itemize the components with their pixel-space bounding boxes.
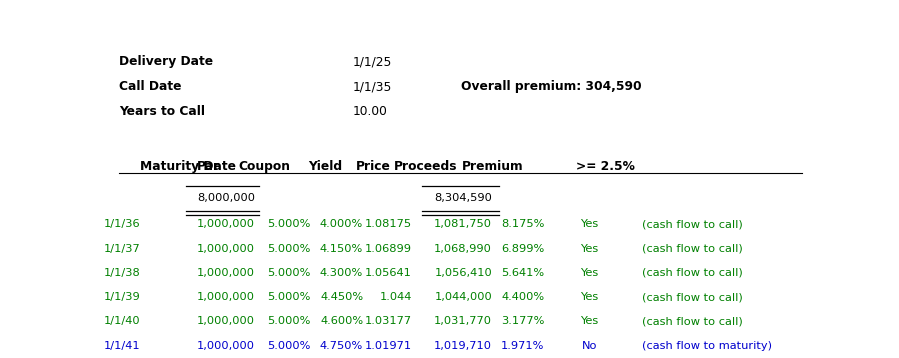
Text: 5.000%: 5.000% bbox=[268, 268, 311, 278]
Text: 1/1/39: 1/1/39 bbox=[103, 292, 140, 302]
Text: 4.750%: 4.750% bbox=[320, 341, 363, 351]
Text: 1,019,710: 1,019,710 bbox=[434, 341, 492, 351]
Text: 4.400%: 4.400% bbox=[502, 292, 545, 302]
Text: 1/1/38: 1/1/38 bbox=[103, 268, 140, 278]
Text: 1,056,410: 1,056,410 bbox=[434, 268, 492, 278]
Text: 4.450%: 4.450% bbox=[320, 292, 363, 302]
Text: 1.06899: 1.06899 bbox=[365, 244, 412, 253]
Text: >= 2.5%: >= 2.5% bbox=[575, 160, 635, 173]
Text: 1,000,000: 1,000,000 bbox=[197, 341, 255, 351]
Text: 6.899%: 6.899% bbox=[501, 244, 545, 253]
Text: Yes: Yes bbox=[581, 268, 599, 278]
Text: 1/1/35: 1/1/35 bbox=[352, 80, 392, 93]
Text: Premium: Premium bbox=[462, 160, 523, 173]
Text: Yes: Yes bbox=[581, 292, 599, 302]
Text: Coupon: Coupon bbox=[238, 160, 290, 173]
Text: (cash flow to call): (cash flow to call) bbox=[642, 292, 743, 302]
Text: 5.000%: 5.000% bbox=[268, 244, 311, 253]
Text: 1/1/37: 1/1/37 bbox=[103, 244, 140, 253]
Text: 5.000%: 5.000% bbox=[268, 292, 311, 302]
Text: Price: Price bbox=[356, 160, 391, 173]
Text: 4.150%: 4.150% bbox=[320, 244, 363, 253]
Text: (cash flow to maturity): (cash flow to maturity) bbox=[642, 341, 772, 351]
Text: 1/1/36: 1/1/36 bbox=[103, 219, 140, 229]
Text: 1/1/40: 1/1/40 bbox=[103, 316, 140, 326]
Text: (cash flow to call): (cash flow to call) bbox=[642, 316, 743, 326]
Text: 1.08175: 1.08175 bbox=[365, 219, 412, 229]
Text: Yield: Yield bbox=[308, 160, 343, 173]
Text: 4.300%: 4.300% bbox=[320, 268, 363, 278]
Text: Call Date: Call Date bbox=[120, 80, 182, 93]
Text: Yes: Yes bbox=[581, 219, 599, 229]
Text: 1.05641: 1.05641 bbox=[365, 268, 412, 278]
Text: Yes: Yes bbox=[581, 316, 599, 326]
Text: 1.971%: 1.971% bbox=[501, 341, 545, 351]
Text: 1/1/41: 1/1/41 bbox=[103, 341, 140, 351]
Text: 10.00: 10.00 bbox=[352, 105, 387, 118]
Text: 1.044: 1.044 bbox=[379, 292, 412, 302]
Text: 1,000,000: 1,000,000 bbox=[197, 244, 255, 253]
Text: Delivery Date: Delivery Date bbox=[120, 55, 213, 68]
Text: (cash flow to call): (cash flow to call) bbox=[642, 268, 743, 278]
Text: 4.600%: 4.600% bbox=[320, 316, 363, 326]
Text: 1,031,770: 1,031,770 bbox=[434, 316, 492, 326]
Text: (cash flow to call): (cash flow to call) bbox=[642, 219, 743, 229]
Text: 1.01971: 1.01971 bbox=[365, 341, 412, 351]
Text: 1,000,000: 1,000,000 bbox=[197, 268, 255, 278]
Text: Overall premium: 304,590: Overall premium: 304,590 bbox=[460, 80, 641, 93]
Text: No: No bbox=[582, 341, 597, 351]
Text: 5.000%: 5.000% bbox=[268, 316, 311, 326]
Text: 4.000%: 4.000% bbox=[320, 219, 363, 229]
Text: 5.000%: 5.000% bbox=[268, 219, 311, 229]
Text: Yes: Yes bbox=[581, 244, 599, 253]
Text: 1,000,000: 1,000,000 bbox=[197, 219, 255, 229]
Text: Par: Par bbox=[197, 160, 220, 173]
Text: Proceeds: Proceeds bbox=[394, 160, 458, 173]
Text: 1,000,000: 1,000,000 bbox=[197, 292, 255, 302]
Text: Maturity Date: Maturity Date bbox=[140, 160, 236, 173]
Text: 8,304,590: 8,304,590 bbox=[434, 193, 492, 203]
Text: 8.175%: 8.175% bbox=[501, 219, 545, 229]
Text: 5.000%: 5.000% bbox=[268, 341, 311, 351]
Text: 1,000,000: 1,000,000 bbox=[197, 316, 255, 326]
Text: 1,081,750: 1,081,750 bbox=[434, 219, 492, 229]
Text: 1,044,000: 1,044,000 bbox=[434, 292, 492, 302]
Text: 1/1/25: 1/1/25 bbox=[352, 55, 392, 68]
Text: 8,000,000: 8,000,000 bbox=[197, 193, 255, 203]
Text: (cash flow to call): (cash flow to call) bbox=[642, 244, 743, 253]
Text: 1,068,990: 1,068,990 bbox=[434, 244, 492, 253]
Text: Years to Call: Years to Call bbox=[120, 105, 205, 118]
Text: 3.177%: 3.177% bbox=[501, 316, 545, 326]
Text: 5.641%: 5.641% bbox=[502, 268, 545, 278]
Text: 1.03177: 1.03177 bbox=[365, 316, 412, 326]
